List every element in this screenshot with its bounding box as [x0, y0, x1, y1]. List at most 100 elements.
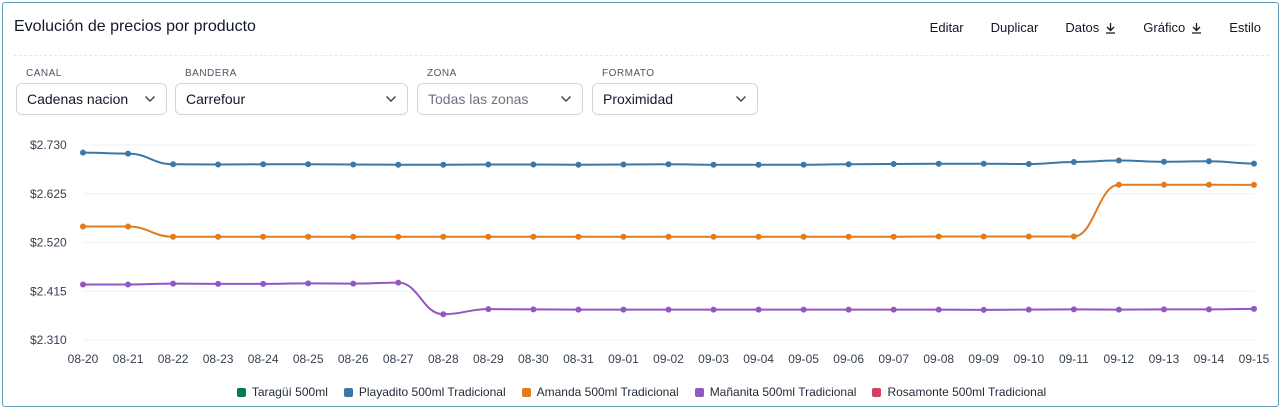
data-point	[620, 306, 627, 313]
canal-select[interactable]: Cadenas nacion	[16, 83, 167, 115]
data-point	[890, 161, 897, 168]
data-point	[1205, 158, 1212, 165]
data-point	[170, 280, 177, 287]
x-tick-label: 08-29	[473, 352, 504, 366]
data-point	[575, 306, 582, 313]
x-tick-label: 09-12	[1104, 352, 1135, 366]
data-point	[1025, 233, 1032, 240]
data-point	[1025, 306, 1032, 313]
bandera-filter-label: BANDERA	[185, 68, 237, 79]
data-point	[1160, 158, 1167, 165]
data-point	[845, 233, 852, 240]
data-point	[170, 233, 177, 240]
legend-item[interactable]: Rosamonte 500ml Tradicional	[872, 385, 1046, 399]
data-point	[395, 279, 402, 286]
data-point	[935, 160, 942, 167]
legend-item[interactable]: Mañanita 500ml Tradicional	[694, 385, 856, 399]
data-point	[530, 233, 537, 240]
edit-label: Editar	[929, 20, 964, 35]
data-point	[935, 233, 942, 240]
x-tick-label: 09-13	[1149, 352, 1180, 366]
y-tick-label: $2.520	[30, 236, 67, 250]
chart-title: Evolución de precios por producto	[14, 18, 256, 35]
data-point	[1070, 233, 1077, 240]
x-tick-label: 09-01	[608, 352, 639, 366]
data-point	[890, 233, 897, 240]
canal-filter-label: CANAL	[26, 68, 62, 79]
x-tick-label: 09-14	[1194, 352, 1225, 366]
data-point	[260, 233, 267, 240]
style-button[interactable]: Estilo	[1229, 20, 1261, 35]
data-point	[125, 223, 132, 230]
data-point	[395, 233, 402, 240]
legend-label: Playadito 500ml Tradicional	[358, 385, 506, 399]
data-point	[1251, 305, 1257, 312]
header-divider	[14, 55, 1269, 56]
legend-item[interactable]: Playadito 500ml Tradicional	[343, 385, 506, 399]
duplicate-button[interactable]: Duplicar	[991, 20, 1039, 35]
data-point	[980, 160, 987, 167]
zona-select[interactable]: Todas las zonas	[417, 83, 583, 115]
data-point	[350, 161, 357, 168]
data-point	[1251, 160, 1257, 167]
zona-filter-label: ZONA	[427, 68, 457, 79]
data-point	[440, 311, 447, 318]
data-point	[395, 161, 402, 168]
y-tick-label: $2.415	[30, 284, 67, 298]
data-point	[215, 161, 222, 168]
data-point	[170, 161, 177, 168]
x-tick-label: 09-05	[788, 352, 819, 366]
x-tick-label: 08-25	[293, 352, 324, 366]
legend-item[interactable]: Amanda 500ml Tradicional	[521, 385, 679, 399]
x-tick-label: 09-03	[698, 352, 729, 366]
toolbar: Editar Duplicar Datos Gráfico Estilo	[930, 20, 1261, 35]
x-tick-label: 08-27	[383, 352, 414, 366]
bandera-select-value: Carrefour	[186, 91, 246, 107]
formato-select-value: Proximidad	[603, 91, 674, 107]
data-point	[485, 161, 492, 168]
data-point	[980, 233, 987, 240]
data-point	[980, 306, 987, 313]
data-point	[485, 233, 492, 240]
x-tick-label: 08-28	[428, 352, 459, 366]
data-point	[755, 161, 762, 168]
legend-swatch	[694, 387, 704, 397]
data-point	[440, 233, 447, 240]
x-tick-label: 08-31	[563, 352, 594, 366]
bandera-select[interactable]: Carrefour	[175, 83, 408, 115]
x-tick-label: 09-09	[968, 352, 999, 366]
x-tick-label: 08-24	[248, 352, 279, 366]
data-point	[665, 161, 672, 168]
data-point	[125, 150, 132, 157]
y-tick-label: $2.730	[30, 138, 67, 152]
data-point	[575, 161, 582, 168]
x-tick-label: 08-21	[113, 352, 144, 366]
legend-item[interactable]: Taragüí 500ml	[236, 385, 328, 399]
x-tick-label: 09-06	[833, 352, 864, 366]
canal-select-value: Cadenas nacion	[27, 91, 129, 107]
data-point	[800, 161, 807, 168]
data-point	[710, 306, 717, 313]
data-point	[1070, 306, 1077, 313]
data-point	[1115, 306, 1122, 313]
download-data-button[interactable]: Datos	[1065, 20, 1116, 35]
data-point	[755, 306, 762, 313]
data-point	[530, 306, 537, 313]
data-point	[1251, 181, 1257, 188]
data-point	[575, 233, 582, 240]
legend-swatch	[521, 387, 531, 397]
x-tick-label: 09-11	[1059, 352, 1089, 366]
x-tick-label: 09-08	[923, 352, 954, 366]
data-point	[620, 233, 627, 240]
formato-select[interactable]: Proximidad	[592, 83, 758, 115]
data-point	[800, 233, 807, 240]
data-point	[260, 161, 267, 168]
download-chart-button[interactable]: Gráfico	[1143, 20, 1202, 35]
x-tick-label: 09-07	[878, 352, 909, 366]
legend-swatch	[872, 387, 882, 397]
chart-label: Gráfico	[1143, 20, 1186, 35]
data-point	[800, 306, 807, 313]
edit-button[interactable]: Editar	[930, 20, 964, 35]
data-point	[215, 280, 222, 287]
x-tick-label: 08-22	[158, 352, 189, 366]
